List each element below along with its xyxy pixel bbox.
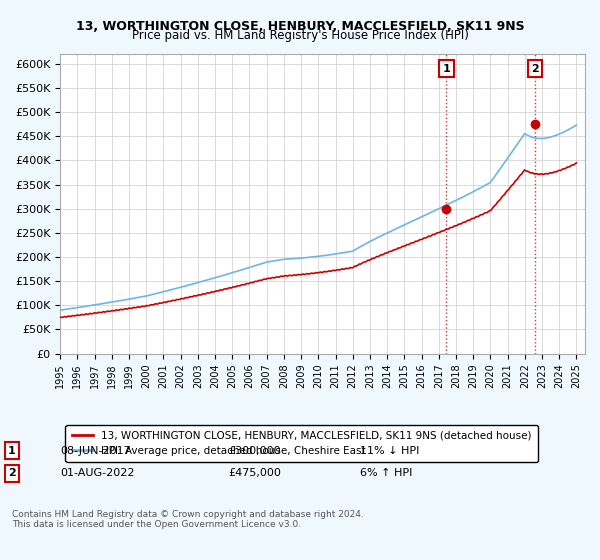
Text: 6% ↑ HPI: 6% ↑ HPI [360,468,412,478]
Text: £300,000: £300,000 [228,446,281,456]
Text: 2: 2 [531,64,539,74]
Text: 13, WORTHINGTON CLOSE, HENBURY, MACCLESFIELD, SK11 9NS: 13, WORTHINGTON CLOSE, HENBURY, MACCLESF… [76,20,524,32]
Text: 11% ↓ HPI: 11% ↓ HPI [360,446,419,456]
Text: 01-AUG-2022: 01-AUG-2022 [60,468,134,478]
Text: 2: 2 [8,468,16,478]
Text: £475,000: £475,000 [228,468,281,478]
Legend: 13, WORTHINGTON CLOSE, HENBURY, MACCLESFIELD, SK11 9NS (detached house), HPI: Av: 13, WORTHINGTON CLOSE, HENBURY, MACCLESF… [65,424,538,463]
Text: 1: 1 [8,446,16,456]
Text: 08-JUN-2017: 08-JUN-2017 [60,446,131,456]
Text: Price paid vs. HM Land Registry's House Price Index (HPI): Price paid vs. HM Land Registry's House … [131,29,469,42]
Text: Contains HM Land Registry data © Crown copyright and database right 2024.
This d: Contains HM Land Registry data © Crown c… [12,510,364,529]
Text: 1: 1 [442,64,450,74]
